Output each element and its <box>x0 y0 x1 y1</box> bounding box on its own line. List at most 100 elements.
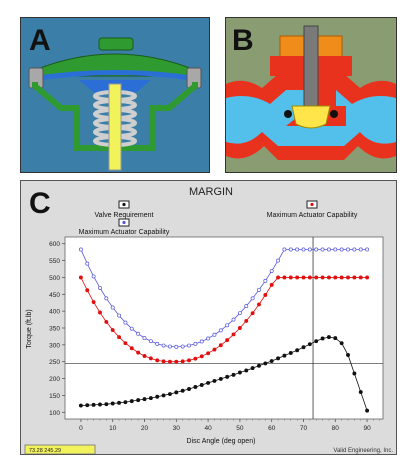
y-tick-label: 600 <box>49 241 60 248</box>
panel-a-diaphragm-actuator: A <box>20 17 210 173</box>
max-blue-point <box>257 288 260 291</box>
requirement-point <box>194 385 197 388</box>
panel-b-valve-body: B <box>225 17 397 173</box>
max-blue-point <box>232 318 235 321</box>
max-blue-point <box>219 329 222 332</box>
max-blue-point <box>308 248 311 251</box>
requirement-point <box>111 402 114 405</box>
max-red-point <box>264 293 267 296</box>
max-blue-point <box>276 259 279 262</box>
requirement-point <box>270 359 273 362</box>
requirement-point <box>213 379 216 382</box>
requirement-point <box>98 403 101 406</box>
right-seat-icon <box>330 110 338 118</box>
max-red-point <box>366 276 369 279</box>
requirement-point <box>175 391 178 394</box>
max-blue-point <box>359 248 362 251</box>
requirement-point <box>226 375 229 378</box>
panel-b-label: B <box>232 26 254 56</box>
x-tick-label: 10 <box>109 425 117 432</box>
max-blue-point <box>334 248 337 251</box>
panel-a-label: A <box>29 26 51 56</box>
requirement-point <box>302 346 305 349</box>
requirement-point <box>200 383 203 386</box>
requirement-point <box>105 403 108 406</box>
x-tick-label: 20 <box>141 425 149 432</box>
max-red-point <box>334 276 337 279</box>
max-red-point <box>156 359 159 362</box>
max-blue-point <box>270 269 273 272</box>
requirement-point <box>162 394 165 397</box>
max-red-point <box>308 276 311 279</box>
requirement-point <box>334 337 337 340</box>
actuator-stem <box>109 84 121 170</box>
max-blue-point <box>117 314 120 317</box>
max-red-point <box>232 333 235 336</box>
max-blue-point <box>200 340 203 343</box>
x-axis-label: Disc Angle (deg open) <box>187 438 256 445</box>
max-red-point <box>251 312 254 315</box>
requirement-point <box>181 389 184 392</box>
x-tick-label: 0 <box>79 425 83 432</box>
requirement-point <box>79 404 82 407</box>
max-red-point <box>321 276 324 279</box>
max-red-point <box>270 283 273 286</box>
chart-title: MARGIN <box>189 186 233 198</box>
requirement-point <box>289 351 292 354</box>
max-red-point <box>137 351 140 354</box>
max-red-point <box>359 276 362 279</box>
legend-max-red-label: Maximum Actuator Capability <box>267 212 358 219</box>
max-red-point <box>194 357 197 360</box>
max-red-point <box>257 303 260 306</box>
max-red-point <box>124 342 127 345</box>
max-red-point <box>226 339 229 342</box>
max-red-point <box>175 360 178 363</box>
max-red-point <box>340 276 343 279</box>
max-blue-point <box>149 340 152 343</box>
max-red-point <box>219 344 222 347</box>
requirement-point <box>257 364 260 367</box>
requirement-point <box>327 336 330 339</box>
max-blue-point <box>124 321 127 324</box>
max-red-point <box>111 328 114 331</box>
actuator-top-cap <box>99 38 133 50</box>
max-blue-point <box>181 345 184 348</box>
max-blue-point <box>98 286 101 289</box>
requirement-point <box>130 400 133 403</box>
panel-c-margin-chart: MARGIN Valve Requirement Maximum Actuato… <box>20 180 397 455</box>
plot-area: 1001502002503003504004505005506000 10 20 30… <box>49 237 383 432</box>
legend-requirement-label: Valve Requirement <box>94 212 153 219</box>
max-red-point <box>200 355 203 358</box>
requirement-point <box>276 357 279 360</box>
max-blue-point <box>187 344 190 347</box>
max-red-point <box>283 276 286 279</box>
max-blue-point <box>226 324 229 327</box>
max-red-point <box>245 319 248 322</box>
x-tick-label: 40 <box>204 425 212 432</box>
max-blue-point <box>130 327 133 330</box>
max-blue-point <box>302 248 305 251</box>
max-red-point <box>296 276 299 279</box>
requirement-point <box>156 395 159 398</box>
max-red-point <box>162 360 165 363</box>
y-tick-label: 200 <box>49 376 60 383</box>
x-tick-label: 30 <box>173 425 181 432</box>
max-blue-point <box>353 248 356 251</box>
max-blue-point <box>92 275 95 278</box>
max-red-point <box>238 326 241 329</box>
requirement-point <box>137 399 140 402</box>
requirement-point <box>346 353 349 356</box>
requirement-point <box>207 381 210 384</box>
requirement-point <box>168 392 171 395</box>
max-red-point <box>130 347 133 350</box>
y-tick-label: 300 <box>49 342 60 349</box>
max-blue-point <box>213 333 216 336</box>
x-tick-label: 60 <box>268 425 276 432</box>
margin-chart: MARGIN Valve Requirement Maximum Actuato… <box>21 181 396 454</box>
max-blue-point <box>340 248 343 251</box>
max-blue-point <box>296 248 299 251</box>
max-blue-point <box>137 332 140 335</box>
valve-stem <box>304 26 318 110</box>
requirement-point <box>308 343 311 346</box>
